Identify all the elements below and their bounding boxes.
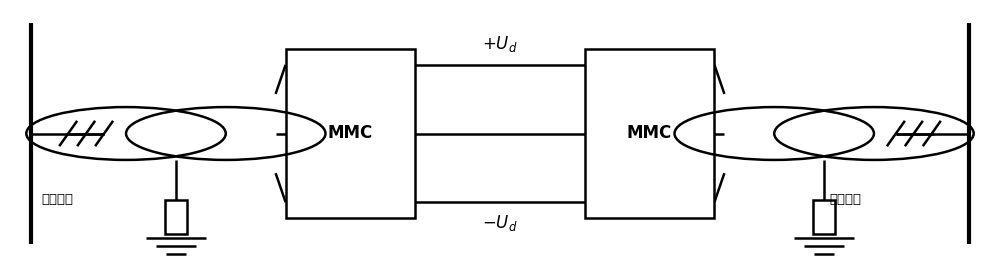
Text: 交流母线: 交流母线 [829, 193, 861, 206]
Text: $-U_d$: $-U_d$ [482, 213, 518, 233]
Bar [585, 49, 714, 218]
Bar [165, 199, 187, 234]
Bar [286, 49, 415, 218]
Bar [171, 108, 181, 159]
Text: MMC: MMC [328, 124, 373, 143]
Bar [813, 199, 835, 234]
Bar [819, 108, 829, 159]
Text: MMC: MMC [627, 124, 672, 143]
Text: 交流母线: 交流母线 [41, 193, 73, 206]
Text: $+U_d$: $+U_d$ [482, 34, 518, 54]
